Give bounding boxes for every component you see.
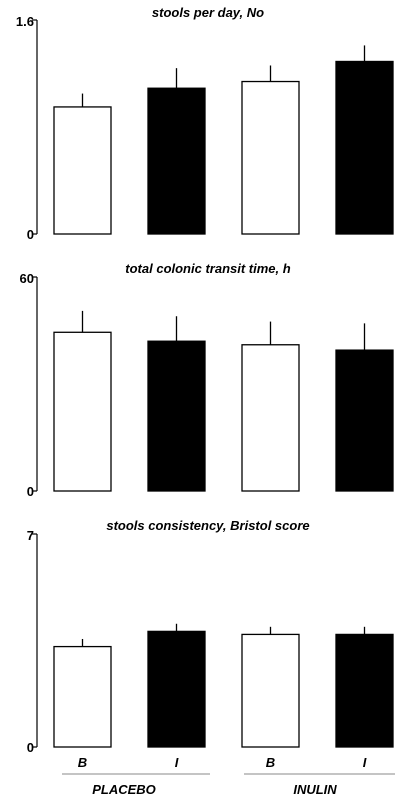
bar — [335, 349, 394, 492]
panel-title: stools consistency, Bristol score — [106, 518, 309, 533]
group-label-inulin: INULIN — [293, 782, 337, 797]
y-tick-label-min: 0 — [27, 740, 34, 755]
bar — [241, 633, 300, 748]
bar — [53, 645, 112, 748]
y-tick-label-min: 0 — [27, 484, 34, 499]
category-label: B — [266, 755, 275, 770]
bar — [335, 633, 394, 748]
y-tick-label-max: 7 — [27, 528, 34, 543]
y-tick-label-min: 0 — [27, 227, 34, 242]
bar — [147, 630, 206, 748]
panel-title: stools per day, No — [152, 5, 264, 20]
bar — [53, 331, 112, 492]
y-tick-label-max: 60 — [20, 271, 34, 286]
bar — [241, 80, 300, 235]
y-tick-label-max: 1.6 — [16, 14, 34, 29]
panel-title: total colonic transit time, h — [125, 261, 290, 276]
bar — [335, 60, 394, 235]
bar — [147, 87, 206, 235]
bar — [53, 106, 112, 235]
category-label: I — [175, 755, 179, 770]
category-label: I — [363, 755, 367, 770]
bar — [241, 344, 300, 492]
category-label: B — [78, 755, 87, 770]
group-label-placebo: PLACEBO — [92, 782, 156, 797]
bar — [147, 340, 206, 492]
